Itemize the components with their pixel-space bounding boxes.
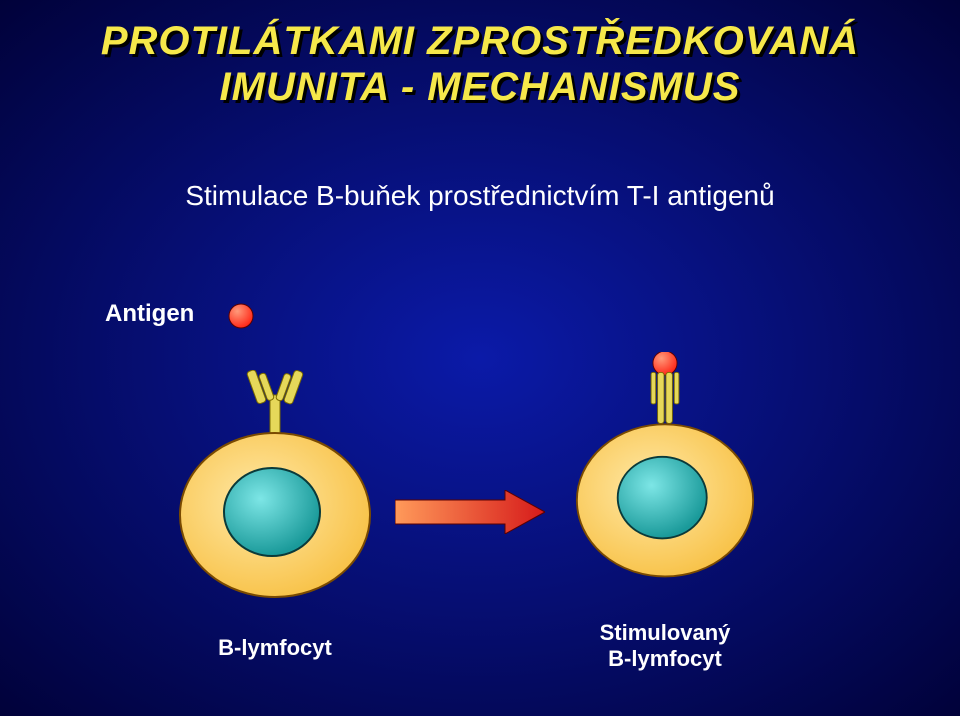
right-cell-label: Stimulovaný B-lymfocyt (560, 620, 770, 672)
antigen-legend-label: Antigen (105, 300, 194, 328)
stimulated-b-lymphocyte-cell (560, 352, 770, 582)
bound-antigen-icon (653, 352, 677, 375)
bcr-receptor-icon (651, 372, 679, 423)
process-arrow-icon (395, 490, 545, 534)
b-lymphocyte-cell (170, 370, 380, 600)
left-cell-label: B-lymfocyt (170, 635, 380, 661)
slide-subtitle: Stimulace B-buňek prostřednictvím T-I an… (0, 180, 960, 212)
slide-title: PROTILÁTKAMI ZPROSTŘEDKOVANÁ IMUNITA - M… (0, 18, 960, 110)
antigen-legend-dot (228, 303, 254, 329)
